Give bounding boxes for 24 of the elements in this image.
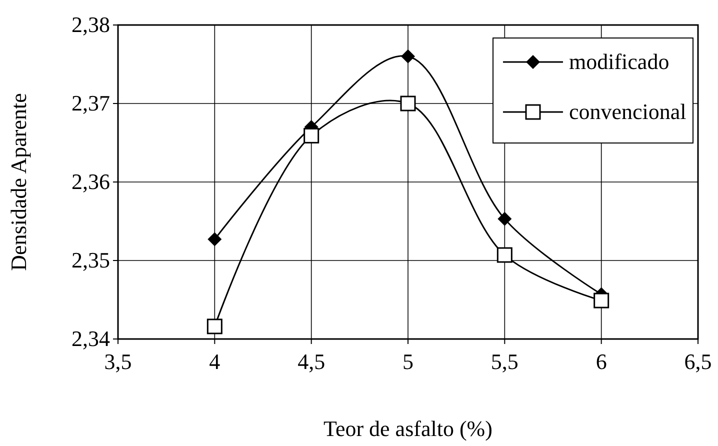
x-tick-label: 6 [596,349,607,374]
x-tick-label: 5 [402,349,414,374]
y-tick-label: 2,36 [72,169,110,194]
x-axis-title: Teor de asfalto (%) [324,416,492,441]
x-tick-label: 5,5 [490,349,518,374]
point [304,128,320,144]
point [498,212,512,226]
y-tick-label: 2,37 [72,90,110,116]
y-tick-label: 2,34 [72,326,110,351]
x-tick-label: 3,5 [104,349,132,374]
x-tick-label: 6,5 [684,349,712,374]
legend-label: modificado [569,49,670,74]
y-tick-label: 2,35 [72,248,110,272]
point [208,232,222,246]
point [594,292,610,308]
legend-label: convencional [569,99,686,124]
x-tick-label: 4 [209,349,220,374]
y-tick-label: 2,38 [72,12,110,37]
x-tick-label: 4,5 [298,349,326,374]
point [206,318,222,334]
y-axis-title: Densidade Aparente [6,93,31,271]
point [400,96,416,112]
point [401,49,415,64]
point [496,247,512,263]
